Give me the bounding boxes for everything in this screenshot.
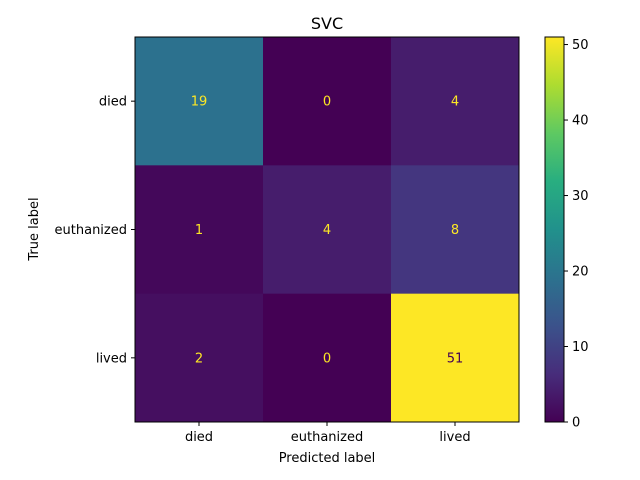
cell-value-label: 0 [323, 351, 331, 366]
colorbar-tick-label: 30 [572, 189, 589, 204]
colorbar-ticks: 0 10 20 30 40 50 [564, 38, 589, 431]
cell-value-label: 19 [191, 95, 208, 110]
matrix-cell [135, 165, 264, 295]
matrix-cells [135, 37, 520, 423]
colorbar-tick-label: 10 [572, 340, 589, 355]
x-tick-label: lived [439, 430, 470, 445]
x-tick-label: died [185, 430, 213, 445]
y-tick-label: euthanized [55, 223, 127, 238]
matrix-cell [263, 293, 392, 423]
y-tick-label: died [99, 95, 127, 110]
cell-value-label: 2 [195, 351, 203, 366]
y-tick-label: lived [96, 351, 127, 366]
x-axis-label: Predicted label [279, 451, 376, 466]
chart-title: SVC [311, 14, 343, 33]
colorbar-tick-label: 40 [572, 114, 589, 129]
cell-value-label: 1 [195, 223, 203, 238]
matrix-cell [135, 293, 264, 423]
colorbar-tick-label: 50 [572, 38, 589, 53]
matrix-cell [391, 37, 520, 166]
cell-value-label: 51 [447, 351, 464, 366]
colorbar [544, 36, 565, 423]
cell-value-label: 4 [451, 95, 459, 110]
cell-value-label: 8 [451, 223, 459, 238]
matrix-cell [263, 37, 392, 166]
matrix-cell [391, 165, 520, 295]
y-axis: died euthanized lived [55, 95, 135, 366]
colorbar-tick-label: 0 [572, 416, 580, 431]
matrix-cell [135, 37, 264, 166]
x-axis: died euthanized lived [185, 422, 471, 445]
colorbar-tick-label: 20 [572, 265, 589, 280]
cell-value-label: 4 [323, 223, 331, 238]
matrix-cell-values: 19 0 41 4 82 0 51 [191, 95, 464, 367]
matrix-cell [263, 165, 392, 295]
matrix-cell [391, 293, 520, 423]
x-tick-label: euthanized [291, 430, 363, 445]
cell-value-label: 0 [323, 95, 331, 110]
y-axis-label: True label [27, 197, 42, 261]
